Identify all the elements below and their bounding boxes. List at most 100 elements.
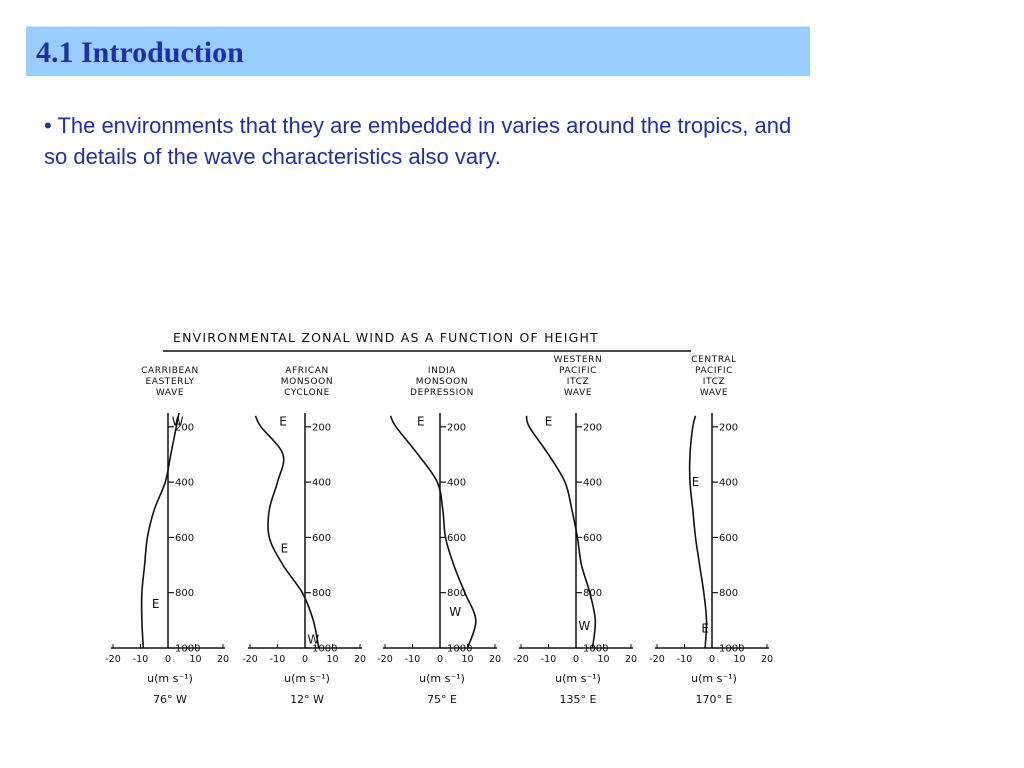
wind-tick-label: 10 [733,654,745,665]
pressure-tick-label: 800 [719,588,738,599]
panel-title-line: ITCZ [703,377,725,387]
pressure-tick-label: 800 [447,588,466,599]
wind-tick-label: 10 [326,654,338,665]
wind-tick-label: 20 [761,654,773,665]
wind-tick-label: -10 [133,654,149,665]
wind-profile-panel: WESTERNPACIFICITCZWAVE2004006008001000-2… [513,355,637,706]
pressure-tick-label: 1000 [719,644,744,655]
wind-direction-label: E [701,622,709,636]
slide-title: 4.1 Introduction [36,36,244,69]
wind-direction-label: W [172,414,184,428]
wind-tick-label: 20 [489,654,501,665]
panel-title-line: CARRIBEAN [141,366,199,376]
pressure-tick-label: 800 [583,588,602,599]
wind-axis-label: u(m s⁻¹) [691,672,737,685]
pressure-tick-label: 400 [583,478,602,489]
pressure-tick-label: 1000 [312,644,337,655]
wind-tick-label: -10 [541,654,557,665]
wind-profile-panels: CARRIBEANEASTERLYWAVE2004006008001000-20… [105,355,773,706]
wind-tick-label: 10 [597,654,609,665]
wind-axis-label: u(m s⁻¹) [147,672,193,685]
panel-title-line: WAVE [564,388,592,398]
figure-title: ENVIRONMENTAL ZONAL WIND AS A FUNCTION O… [173,330,599,345]
wind-direction-label: W [307,633,319,647]
wind-profile-panel: CENTRALPACIFICITCZWAVE2004006008001000-2… [649,355,773,706]
wind-profile-panel: INDIAMONSOONDEPRESSION2004006008001000-2… [377,366,501,706]
panel-title-line: DEPRESSION [410,388,474,398]
wind-direction-label: E [692,475,700,489]
panel-longitude: 135° E [560,693,597,706]
pressure-tick-label: 400 [447,478,466,489]
wind-profile-curve [688,415,708,649]
pressure-tick-label: 200 [175,422,194,433]
wind-tick-label: 20 [625,654,637,665]
wind-profile-panel: CARRIBEANEASTERLYWAVE2004006008001000-20… [105,366,229,706]
panel-title-line: CYCLONE [284,388,330,398]
wind-axis-label: u(m s⁻¹) [419,672,465,685]
pressure-tick-label: 1000 [583,644,608,655]
pressure-tick-label: 600 [175,533,194,544]
pressure-tick-label: 200 [312,422,331,433]
pressure-tick-label: 800 [175,588,194,599]
pressure-tick-label: 400 [175,478,194,489]
pressure-tick-label: 1000 [447,644,472,655]
wind-tick-label: 0 [573,654,579,665]
wind-tick-label: 0 [437,654,443,665]
panel-title-line: WESTERN [554,355,603,365]
pressure-tick-label: 200 [447,422,466,433]
pressure-tick-label: 600 [719,533,738,544]
panel-title-line: INDIA [428,366,456,376]
panel-title-line: CENTRAL [691,355,736,365]
wind-tick-label: -20 [649,654,665,665]
wind-profile-curve [140,412,180,649]
wind-direction-label: E [152,597,160,611]
wind-direction-label: E [417,414,425,428]
wind-profile-curve [389,415,477,649]
wind-direction-label: E [279,414,287,428]
wind-direction-label: W [449,605,461,619]
wind-direction-label: E [545,414,553,428]
wind-tick-label: -20 [105,654,121,665]
panel-longitude: 76° W [153,693,187,706]
pressure-tick-label: 600 [447,533,466,544]
pressure-tick-label: 400 [312,478,331,489]
wind-axis-label: u(m s⁻¹) [555,672,601,685]
pressure-tick-label: 600 [312,533,331,544]
wind-profile-curve [525,415,597,649]
panel-title-line: PACIFIC [695,366,733,376]
panel-title-line: ITCZ [567,377,589,387]
wind-tick-label: -10 [677,654,693,665]
wind-direction-label: W [578,619,590,633]
panel-title-line: AFRICAN [285,366,329,376]
panel-title-line: WAVE [700,388,728,398]
wind-tick-label: 0 [165,654,171,665]
pressure-tick-label: 600 [583,533,602,544]
wind-tick-label: 10 [461,654,473,665]
panel-longitude: 75° E [427,693,457,706]
wind-tick-label: 0 [302,654,308,665]
wind-axis-label: u(m s⁻¹) [284,672,330,685]
wind-tick-label: -20 [513,654,529,665]
wind-tick-label: -20 [377,654,393,665]
panel-title-line: WAVE [156,388,184,398]
wind-tick-label: 10 [189,654,201,665]
panel-longitude: 170° E [696,693,733,706]
wind-tick-label: -20 [242,654,258,665]
wind-tick-label: -10 [270,654,286,665]
wind-profile-curve [254,415,320,649]
wind-tick-label: -10 [405,654,421,665]
panel-title-line: EASTERLY [145,377,194,387]
panel-longitude: 12° W [290,693,324,706]
pressure-tick-label: 400 [719,478,738,489]
wind-tick-label: 20 [217,654,229,665]
panel-title-line: PACIFIC [559,366,597,376]
pressure-tick-label: 800 [312,588,331,599]
panel-title-line: MONSOON [416,377,468,387]
pressure-tick-label: 200 [583,422,602,433]
panel-title-line: MONSOON [281,377,333,387]
wind-direction-label: E [281,541,289,555]
slide-bullet-text: • The environments that they are embedde… [44,113,792,169]
pressure-tick-label: 200 [719,422,738,433]
wind-tick-label: 0 [709,654,715,665]
